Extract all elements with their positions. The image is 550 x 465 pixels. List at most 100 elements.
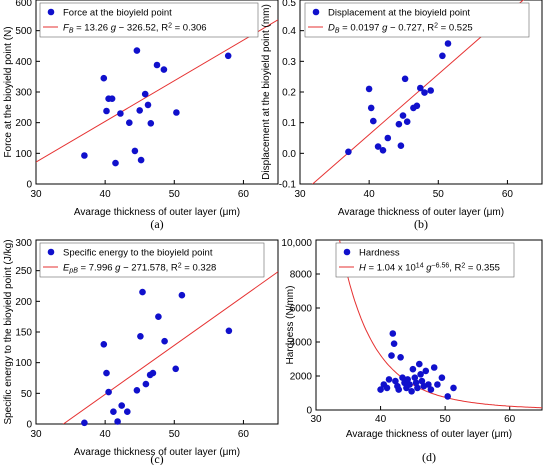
- legend: Hardness H = 1.04 x 1014 g−6.56, R2 = 0.…: [335, 242, 515, 278]
- data-point: [149, 369, 157, 377]
- data-point: [418, 377, 426, 385]
- data-point: [392, 377, 399, 385]
- data-point: [133, 387, 141, 394]
- fit-line: [339, 240, 542, 409]
- data-point: [399, 112, 407, 119]
- y-tick-labels: 0 100 200 300 400 500 600: [15, 0, 40, 191]
- data-point: [81, 419, 88, 427]
- data-point: [142, 380, 150, 388]
- data-point: [425, 381, 432, 388]
- data-point: [161, 337, 168, 345]
- y-tick-label: 250: [15, 266, 32, 277]
- data-point: [388, 352, 395, 359]
- data-point: [172, 365, 179, 373]
- data-point: [110, 408, 117, 416]
- data-point: [401, 75, 409, 83]
- data-point: [365, 85, 373, 93]
- panel-label: (d): [422, 450, 436, 464]
- data-point: [395, 120, 403, 128]
- y-axis-label: Specific energy to the bioyield point (J…: [3, 239, 14, 424]
- data-point: [225, 327, 233, 335]
- data-point: [413, 102, 421, 110]
- data-point: [136, 107, 143, 114]
- x-tick-label: 50: [169, 429, 181, 440]
- panel-label: (b): [414, 217, 428, 231]
- data-point: [173, 109, 180, 116]
- data-point: [422, 367, 430, 375]
- y-tick-label: 200: [15, 118, 32, 129]
- data-point: [137, 156, 145, 164]
- legend-fit-label: EpB = 7.996 g − 271.578, R2 = 0.328: [63, 263, 216, 275]
- legend-points-label: Displacement at the bioyield point: [328, 8, 470, 19]
- legend: Force at the bioyield point FB = 13.26 g…: [39, 2, 259, 38]
- legend-fit-label: DB = 0.0197 g − 0.727, R2 = 0.525: [328, 23, 473, 35]
- data-point: [434, 381, 441, 388]
- data-point: [438, 374, 446, 382]
- data-point: [427, 87, 435, 94]
- data-point: [417, 84, 424, 92]
- data-point: [114, 418, 121, 425]
- data-point: [399, 374, 406, 382]
- legend-marker: [343, 248, 351, 256]
- x-tick-label: 50: [169, 189, 181, 200]
- y-tick-label: 400: [15, 57, 32, 68]
- y-tick-label: 100: [15, 358, 32, 369]
- data-point: [100, 74, 108, 82]
- data-point: [131, 147, 139, 155]
- y-tick-label: -0.1: [279, 180, 297, 191]
- data-point: [379, 147, 387, 154]
- data-point: [427, 386, 435, 393]
- legend-points-label: Hardness: [359, 248, 400, 259]
- fit-line: [36, 19, 278, 163]
- x-tick-label: 50: [433, 189, 445, 200]
- y-tick-label: 0.0: [282, 149, 296, 160]
- data-point: [384, 134, 392, 142]
- y-axis-label: Displacement at the bioyield point (mm): [261, 4, 272, 180]
- data-point: [444, 40, 452, 47]
- data-point: [406, 381, 413, 388]
- data-points: [345, 40, 452, 156]
- x-tick-label: 40: [100, 189, 112, 200]
- legend-marker: [47, 8, 55, 16]
- x-tick-label: 30: [30, 429, 42, 440]
- data-point: [153, 61, 161, 69]
- data-point: [439, 52, 446, 60]
- data-point: [133, 47, 141, 54]
- y-tick-label: 0: [26, 420, 32, 431]
- data-point: [383, 384, 391, 392]
- data-point: [385, 376, 393, 383]
- legend-box: [335, 242, 515, 278]
- data-point: [417, 371, 424, 378]
- panel-a: 30 40 50 60 0 100 200 300 400 500 600 Fo…: [3, 0, 279, 231]
- legend: Displacement at the bioyield point DB = …: [304, 2, 530, 38]
- data-point: [112, 159, 119, 167]
- y-tick-label: 150: [15, 328, 32, 339]
- data-point: [374, 143, 382, 150]
- data-points: [81, 288, 233, 427]
- legend-marker: [312, 8, 320, 16]
- y-tick-label: 600: [15, 0, 32, 9]
- x-axis-label: Avarage thickness of outer layer (μm): [74, 447, 240, 458]
- legend-box: [304, 2, 530, 38]
- panel-label: (a): [150, 217, 163, 231]
- data-point: [178, 291, 186, 299]
- panel-c: 30 40 50 60 0 50 100 150 200 250 300 Spe…: [3, 238, 279, 465]
- legend-points-label: Force at the bioyield point: [63, 8, 172, 19]
- x-tick-labels: 30 40 50 60: [30, 420, 249, 440]
- fit-line-group: [62, 271, 278, 424]
- data-point: [444, 393, 452, 400]
- fit-line: [62, 271, 278, 424]
- data-point: [421, 89, 428, 96]
- legend-points-label: Specific energy to the bioyield point: [63, 248, 213, 259]
- x-tick-label: 30: [310, 414, 322, 425]
- x-tick-labels: 30 40 50 60: [294, 180, 513, 200]
- y-tick-labels: 0 2000 4000 6000 8000 10,000: [281, 238, 320, 417]
- panel-d: 30 40 50 60 0 2000 4000 6000 8000 10,000…: [281, 238, 543, 464]
- data-point: [139, 288, 146, 296]
- data-point: [430, 364, 438, 371]
- y-tick-label: 300: [15, 238, 32, 249]
- y-tick-labels: -0.1 0.0 0.1 0.2 0.3 0.4 0.5: [279, 0, 304, 191]
- x-tick-label: 40: [100, 429, 112, 440]
- y-tick-label: 50: [21, 389, 33, 400]
